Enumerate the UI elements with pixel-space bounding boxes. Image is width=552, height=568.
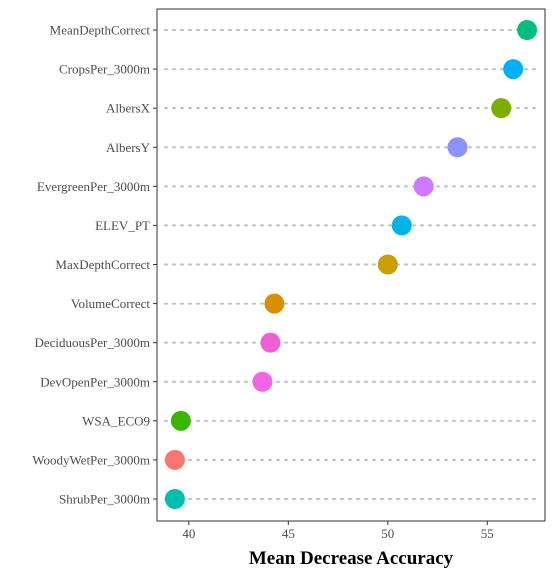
y-tick-label: CropsPer_3000m — [59, 62, 150, 77]
data-points — [164, 20, 538, 509]
y-axis-labels: MeanDepthCorrect CropsPer_3000m AlbersX Alb… — [32, 23, 157, 507]
x-tick-label: 45 — [282, 526, 295, 541]
y-tick-label: WSA_ECO9 — [82, 413, 150, 428]
data-point — [377, 254, 398, 275]
data-point — [517, 20, 538, 40]
y-tick-label: AlbersX — [106, 101, 151, 116]
data-point — [447, 137, 468, 158]
x-tick-label: 55 — [481, 526, 494, 541]
x-axis-title: Mean Decrease Accuracy — [249, 548, 454, 568]
y-tick-label: DevOpenPer_3000m — [40, 374, 150, 389]
y-tick-label: ELEV_PT — [95, 218, 150, 233]
grid-lines — [164, 29, 542, 500]
y-tick-label: VolumeCorrect — [71, 296, 151, 311]
data-point — [260, 332, 281, 353]
x-axis-ticks: 40 45 50 55 — [182, 521, 494, 541]
y-tick-label: DeciduousPer_3000m — [34, 335, 150, 350]
data-point — [491, 98, 512, 119]
y-tick-label: ShrubPer_3000m — [59, 492, 150, 507]
data-point — [170, 410, 191, 431]
data-point — [164, 449, 185, 470]
data-point — [413, 176, 434, 197]
data-point — [164, 489, 185, 509]
x-tick-label: 50 — [381, 526, 394, 541]
x-tick-label: 40 — [182, 526, 195, 541]
y-tick-label: AlbersY — [106, 140, 151, 155]
data-point — [252, 371, 273, 392]
y-tick-label: MaxDepthCorrect — [55, 257, 150, 272]
data-point — [391, 215, 412, 236]
data-point — [503, 59, 524, 80]
y-tick-label: MeanDepthCorrect — [50, 23, 151, 38]
y-tick-label: EvergreenPer_3000m — [37, 179, 150, 194]
data-point — [264, 293, 285, 314]
y-tick-label: WoodyWetPer_3000m — [32, 452, 150, 467]
